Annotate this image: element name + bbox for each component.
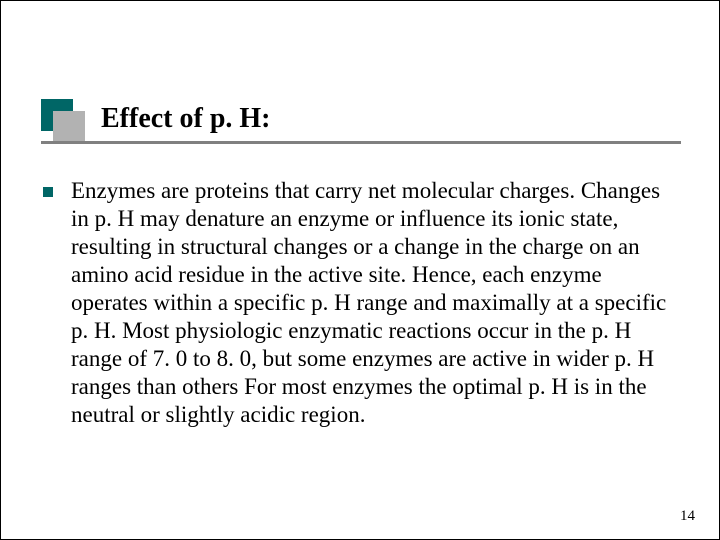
page-number: 14 (680, 508, 695, 525)
slide: Effect of p. H: Enzymes are proteins tha… (0, 0, 720, 540)
title-block: Effect of p. H: (41, 99, 679, 155)
title-decoration: Effect of p. H: (41, 99, 679, 155)
bullet-text: Enzymes are proteins that carry net mole… (71, 177, 681, 429)
bullet-item: Enzymes are proteins that carry net mole… (41, 177, 681, 429)
bullet-square-icon (43, 187, 53, 197)
slide-title: Effect of p. H: (101, 103, 271, 135)
title-underline (41, 141, 681, 144)
body-block: Enzymes are proteins that carry net mole… (41, 177, 681, 429)
shadow-square-icon (53, 111, 85, 143)
